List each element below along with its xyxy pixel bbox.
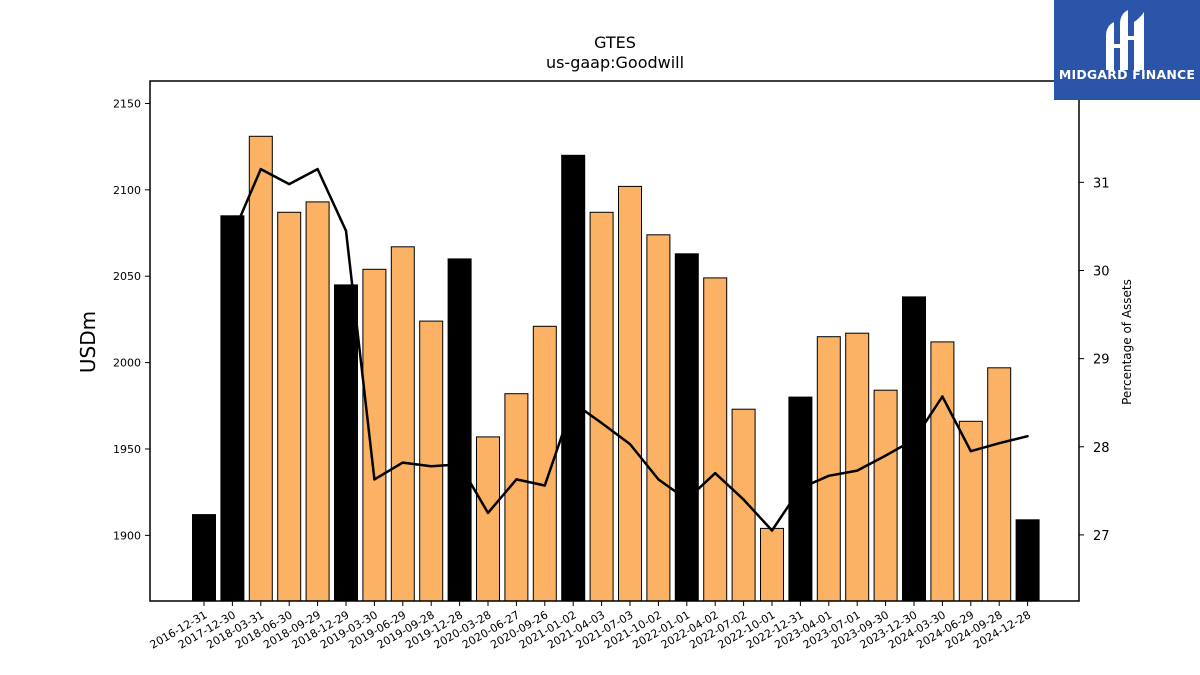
line-point-2018-12-29	[344, 229, 348, 232]
bar-2018-12-29	[334, 284, 358, 602]
line-point-2024-06-29	[969, 450, 972, 453]
line-point-2023-12-30	[912, 438, 916, 441]
bar-2023-09-30	[873, 389, 898, 602]
bar-2018-09-29	[305, 201, 330, 602]
line-point-2023-07-01	[856, 469, 859, 472]
plot-frame	[149, 80, 1080, 602]
bar-2023-04-01	[816, 336, 841, 602]
line-point-2020-09-26	[543, 484, 546, 487]
y-tick-label-2150: 2150	[113, 97, 141, 110]
line-point-2019-12-28	[458, 463, 461, 466]
line-point-2019-03-30	[373, 478, 376, 481]
midgard-finance-logo: MIDGARD FINANCE	[1054, 0, 1200, 100]
line-point-2019-09-28	[430, 465, 433, 468]
bar-2021-01-02	[561, 154, 586, 602]
bar-2024-03-30	[930, 341, 955, 602]
bar-2019-03-30	[362, 268, 387, 602]
line-point-2019-06-29	[401, 461, 404, 464]
line-point-2022-12-31	[799, 487, 802, 490]
chart-subtitle: us-gaap:Goodwill	[546, 53, 684, 72]
bar-2021-07-03	[618, 185, 642, 602]
bar-2018-03-31	[248, 135, 273, 602]
line-point-2022-04-02	[714, 472, 717, 475]
bar-2022-07-02	[731, 408, 756, 602]
y-tick-label-1950: 1950	[113, 443, 141, 456]
line-point-2020-03-28	[486, 511, 490, 515]
bar-2021-10-02	[646, 234, 671, 602]
y2-axis-label: Percentage of Assets	[1120, 279, 1134, 405]
bar-2020-06-27	[504, 393, 529, 602]
line-point-2017-12-30	[231, 234, 234, 237]
bar-2022-04-02	[703, 277, 728, 602]
chart-title: GTES	[594, 33, 636, 52]
midgard-logo-icon	[1106, 10, 1144, 70]
bar-2021-04-03	[589, 211, 614, 602]
line-point-2018-09-29	[316, 167, 319, 171]
y2-tick-label-27: 27	[1093, 529, 1110, 544]
y-tick-label-2050: 2050	[113, 270, 141, 283]
line-point-2021-10-02	[657, 478, 660, 481]
line-point-2018-03-31	[259, 167, 262, 171]
line-point-2023-09-30	[884, 454, 887, 457]
line-point-2020-06-27	[515, 478, 518, 481]
line-point-2022-07-02	[742, 498, 745, 501]
bar-2022-10-01	[760, 527, 784, 602]
y-axis-label: USDm	[76, 311, 100, 373]
bar-2023-12-30	[902, 296, 926, 602]
bar-2019-09-28	[419, 320, 444, 602]
line-point-2022-01-01	[685, 498, 688, 501]
bar-2024-09-28	[987, 367, 1012, 602]
line-point-2021-01-02	[572, 401, 575, 404]
bar-2024-12-28	[1015, 519, 1040, 602]
line-point-2018-06-30	[288, 182, 291, 186]
bar-2018-06-30	[277, 211, 302, 602]
y2-tick-label-28: 28	[1093, 441, 1110, 456]
bar-2019-06-29	[390, 246, 415, 602]
line-point-2021-04-03	[600, 421, 603, 425]
y2-tick-label-31: 31	[1093, 176, 1110, 191]
line-point-2024-09-28	[998, 442, 1001, 445]
logo-text: MIDGARD FINANCE	[1058, 67, 1196, 82]
y-tick-label-1900: 1900	[113, 529, 141, 542]
bar-2022-01-01	[674, 253, 699, 602]
line-point-2022-10-01	[770, 529, 774, 532]
line-point-2024-12-28	[1026, 435, 1029, 438]
line-point-2024-03-30	[941, 395, 944, 398]
y-tick-label-2100: 2100	[113, 184, 141, 197]
bar-2019-12-28	[447, 258, 472, 602]
line-point-2023-04-01	[827, 474, 830, 477]
y2-tick-label-29: 29	[1093, 353, 1110, 368]
line-point-2021-07-03	[628, 442, 632, 446]
y-tick-label-2000: 2000	[113, 357, 141, 370]
y2-tick-label-30: 30	[1093, 264, 1110, 279]
bar-2016-12-31	[192, 514, 216, 602]
bar-2020-03-28	[476, 436, 500, 602]
bar-2017-12-30	[220, 215, 245, 602]
